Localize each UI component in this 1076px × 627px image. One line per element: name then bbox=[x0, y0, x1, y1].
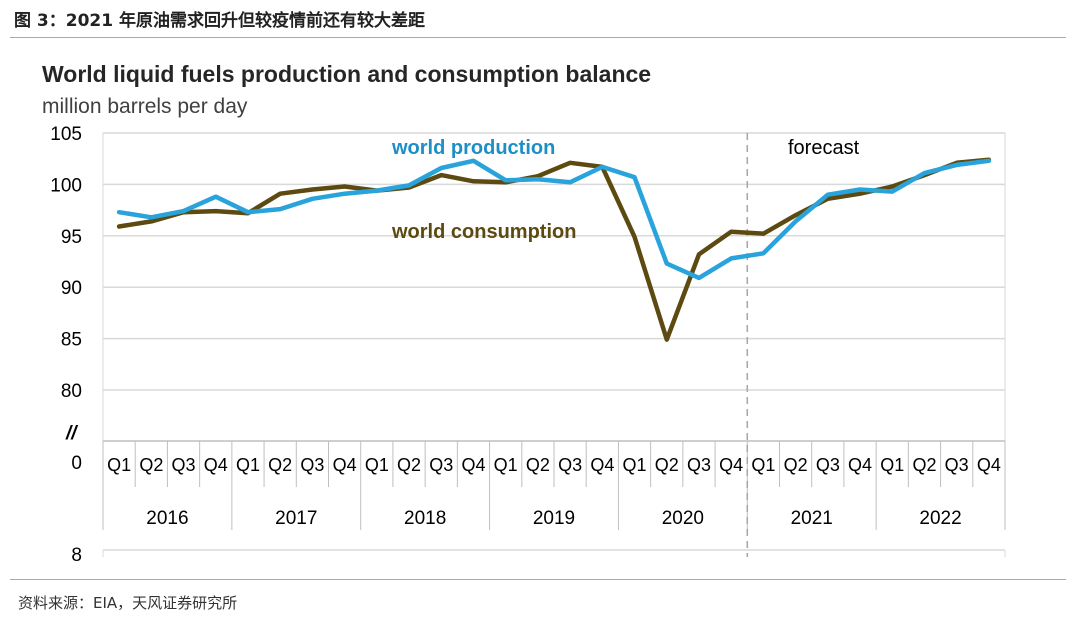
year-tick-label: 2019 bbox=[533, 508, 575, 529]
year-tick-label: 2020 bbox=[662, 508, 704, 529]
quarter-tick-label: Q3 bbox=[429, 455, 453, 475]
series-layer bbox=[116, 157, 992, 342]
quarter-tick-label: Q4 bbox=[333, 455, 357, 475]
quarter-tick-label: Q1 bbox=[751, 455, 775, 475]
quarter-tick-label: Q4 bbox=[204, 455, 228, 475]
series-line-consumption bbox=[116, 157, 992, 342]
source-note: 资料来源：EIA，天风证券研究所 bbox=[18, 594, 238, 612]
quarter-tick-label: Q1 bbox=[494, 455, 518, 475]
quarter-tick-label: Q1 bbox=[880, 455, 904, 475]
quarter-tick-label: Q3 bbox=[172, 455, 196, 475]
lower-panel-tick: 8 bbox=[71, 545, 82, 566]
y-tick-label: 105 bbox=[50, 124, 82, 145]
forecast-label: forecast bbox=[788, 137, 860, 159]
year-tick-label: 2018 bbox=[404, 508, 446, 529]
quarter-tick-label: Q2 bbox=[655, 455, 679, 475]
quarter-tick-label: Q4 bbox=[977, 455, 1001, 475]
series-line-production bbox=[116, 158, 992, 281]
year-tick-label: 2016 bbox=[146, 508, 188, 529]
quarter-tick-label: Q1 bbox=[623, 455, 647, 475]
quarter-tick-label: Q1 bbox=[107, 455, 131, 475]
quarter-tick-label: Q4 bbox=[461, 455, 485, 475]
caption-divider bbox=[10, 37, 1066, 38]
quarter-tick-label: Q4 bbox=[848, 455, 872, 475]
y-zero-label: 0 bbox=[71, 453, 82, 474]
quarter-tick-label: Q3 bbox=[945, 455, 969, 475]
quarter-tick-label: Q3 bbox=[816, 455, 840, 475]
series-label-consumption: world consumption bbox=[391, 221, 576, 243]
quarter-tick-label: Q1 bbox=[236, 455, 260, 475]
quarter-tick-label: Q2 bbox=[526, 455, 550, 475]
quarter-tick-label: Q2 bbox=[912, 455, 936, 475]
quarter-tick-label: Q4 bbox=[719, 455, 743, 475]
axis-break-mark: // bbox=[65, 423, 78, 444]
quarter-tick-label: Q3 bbox=[300, 455, 324, 475]
quarter-tick-label: Q2 bbox=[268, 455, 292, 475]
y-tick-label: 100 bbox=[50, 175, 82, 196]
chart-title: World liquid fuels production and consum… bbox=[42, 61, 651, 87]
quarter-tick-label: Q1 bbox=[365, 455, 389, 475]
year-tick-label: 2017 bbox=[275, 508, 317, 529]
y-tick-label: 90 bbox=[61, 278, 82, 299]
source-divider bbox=[10, 579, 1066, 580]
label-layer: world production world consumption forec… bbox=[65, 137, 860, 566]
y-tick-label: 95 bbox=[61, 227, 82, 248]
quarter-tick-label: Q2 bbox=[139, 455, 163, 475]
grid-layer bbox=[102, 132, 1006, 557]
y-tick-label: 80 bbox=[61, 381, 82, 402]
figure-caption: 图 3：2021 年原油需求回升但较疫情前还有较大差距 bbox=[14, 11, 425, 31]
quarter-tick-label: Q2 bbox=[397, 455, 421, 475]
series-label-production: world production bbox=[391, 137, 555, 159]
year-tick-label: 2021 bbox=[791, 508, 833, 529]
quarter-tick-label: Q3 bbox=[558, 455, 582, 475]
quarter-tick-label: Q3 bbox=[687, 455, 711, 475]
year-tick-label: 2022 bbox=[919, 508, 961, 529]
axis-layer: 105 100 95 90 85 80 Q1 Q2 Q3 Q4 Q1 Q2 Q3 Q4 Q1 Q2 Q3 Q4 Q1… bbox=[50, 124, 1006, 557]
y-tick-label: 85 bbox=[61, 330, 82, 351]
quarter-tick-label: Q2 bbox=[784, 455, 808, 475]
chart-subtitle: million barrels per day bbox=[42, 95, 248, 118]
quarter-tick-label: Q4 bbox=[590, 455, 614, 475]
